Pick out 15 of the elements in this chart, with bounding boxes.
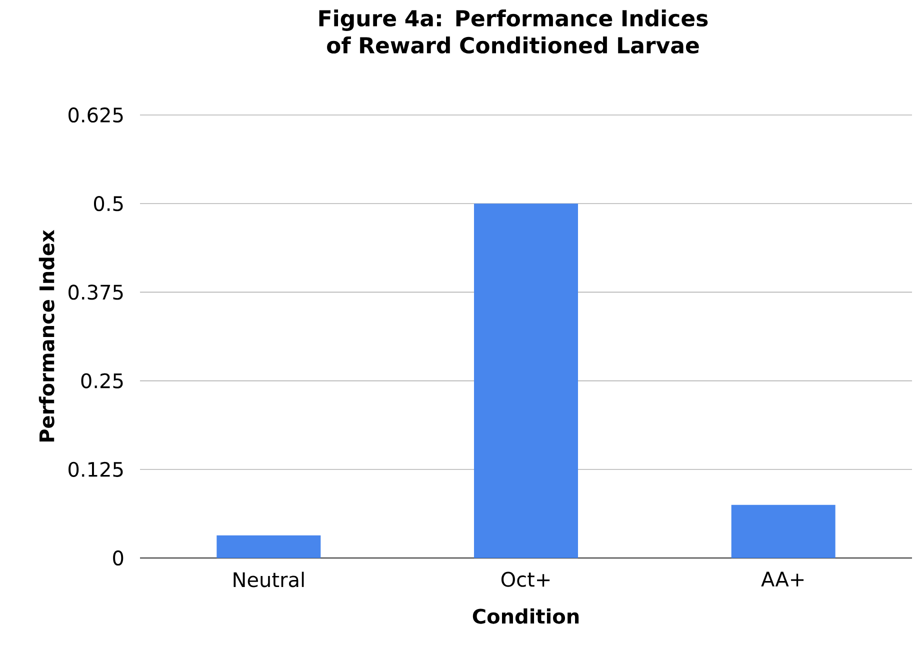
bar (731, 504, 836, 558)
x-axis-title: Condition (472, 608, 579, 624)
bar (216, 535, 321, 558)
bar (474, 204, 578, 558)
y-tick-label: 0.25 (81, 373, 123, 388)
y-axis-title: Performance Index (38, 230, 54, 442)
y-tick-label: 0.125 (68, 462, 123, 477)
x-tick-label: Oct+ (501, 572, 550, 587)
x-tick-label: AA+ (761, 572, 804, 586)
y-tick-label: 0.625 (68, 107, 123, 123)
chart-title: Figure 4a: Performance Indices of Reward Conditioned Larvae (319, 10, 708, 54)
y-tick-label: 0 (113, 550, 124, 566)
y-tick-label: 0.375 (68, 284, 123, 300)
x-tick-label: Neutral (234, 572, 304, 588)
y-tick-label: 0.5 (94, 196, 123, 212)
